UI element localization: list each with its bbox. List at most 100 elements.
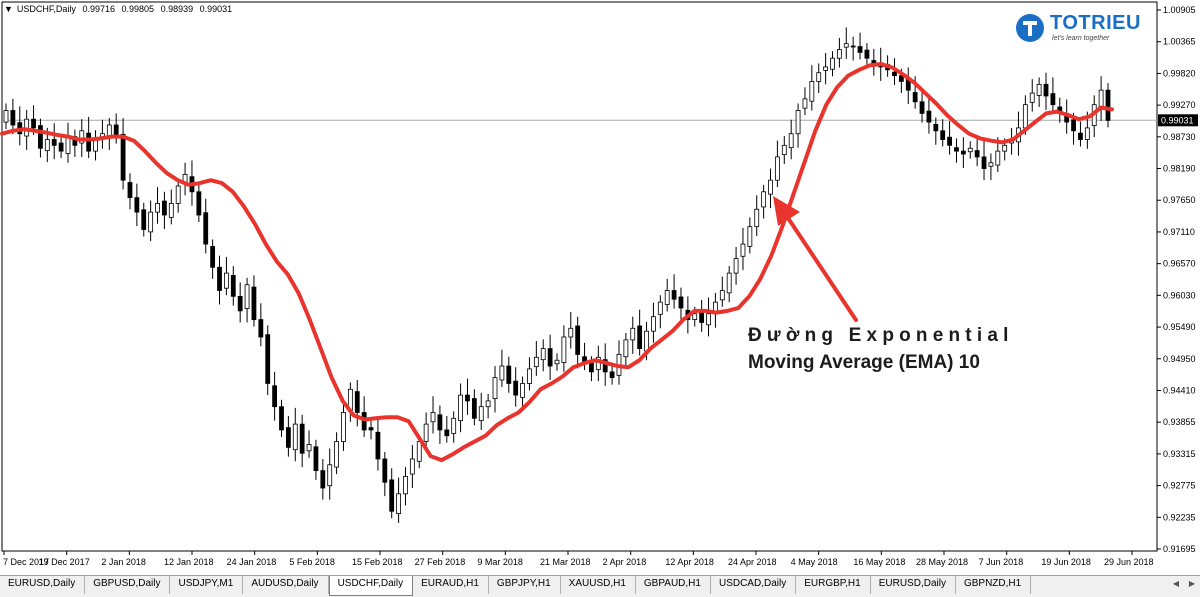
candle [967, 141, 973, 159]
candle-body [79, 130, 85, 144]
candle [196, 182, 202, 222]
candle-body [850, 45, 856, 48]
candle [733, 246, 739, 285]
logo-badge-icon [1016, 14, 1044, 42]
candle [871, 48, 877, 76]
candle [458, 383, 463, 433]
candle [947, 120, 952, 155]
chart-tab[interactable]: USDJPY,M1 [170, 576, 244, 594]
candle-body [575, 325, 581, 355]
candle [134, 183, 140, 227]
candle [864, 43, 870, 68]
scroll-left-icon[interactable]: ◀ [1172, 579, 1180, 588]
scroll-right-icon[interactable]: ▶ [1188, 579, 1196, 588]
candle [451, 411, 457, 443]
chart-tab[interactable]: GBPAUD,H1 [636, 576, 711, 594]
candle-body [444, 429, 450, 437]
candle-body [217, 266, 222, 291]
candle-body [754, 208, 760, 228]
symbol-label: USDCHF,Daily [16, 4, 76, 14]
candle-body [520, 383, 525, 398]
candle-body [354, 391, 360, 413]
arrow-shaft [786, 216, 858, 322]
chart-tab[interactable]: XAUUSD,H1 [561, 576, 636, 594]
candle [795, 103, 801, 148]
price-chart[interactable]: 1.00905 1.00365 0.99820 0.99270 0.98730 0.981… [0, 0, 1200, 576]
candle-body [313, 446, 319, 471]
chart-tab[interactable]: AUDUSD,Daily [243, 576, 329, 594]
candle [513, 367, 519, 407]
candle-body [513, 380, 519, 396]
candle [892, 58, 897, 85]
candle-body [327, 464, 333, 487]
candle-body [382, 458, 388, 483]
date-tick-label: 24 Apr 2018 [728, 557, 777, 567]
candle-body [857, 46, 863, 53]
candle-body [155, 203, 160, 213]
chart-tab[interactable]: USDCHF,Daily [328, 576, 414, 596]
price-tick-label: 0.91695 [1163, 544, 1196, 554]
chart-tab[interactable]: EURUSD,Daily [0, 576, 86, 594]
candle-body [203, 212, 209, 245]
candle [554, 353, 560, 371]
candle [320, 458, 326, 500]
logo-tagline: let's learn together [1052, 35, 1110, 42]
totrieu-logo: TOTRIEU let's learn together [1014, 8, 1154, 48]
candle-body [995, 150, 1001, 166]
candle-body [974, 150, 980, 158]
chart-area[interactable]: 1.00905 1.00365 0.99820 0.99270 0.98730 0.981… [0, 0, 1200, 576]
chart-tab[interactable]: EURGBP,H1 [796, 576, 871, 594]
candle-body [93, 139, 98, 152]
candle-body [44, 139, 50, 151]
candle [533, 341, 539, 376]
candle [836, 37, 842, 68]
chart-tab[interactable]: USDCAD,Daily [711, 576, 797, 594]
date-tick-label: 2 Jan 2018 [101, 557, 146, 567]
high-value: 0.99805 [121, 4, 155, 14]
candle [120, 118, 126, 190]
ema-annotation: Đường Exponential Moving Average (EMA) 1… [748, 322, 1014, 376]
candle-body [86, 132, 92, 152]
candle [747, 217, 753, 254]
candle-body [540, 348, 546, 361]
candle [175, 179, 181, 213]
candle-body [1071, 119, 1076, 132]
candle [306, 430, 312, 458]
chart-tab[interactable]: GBPUSD,Daily [85, 576, 171, 594]
candle-body [533, 356, 539, 368]
candle [561, 325, 567, 372]
candlestick-series [3, 27, 1111, 523]
chart-tab[interactable]: EURAUD,H1 [413, 576, 489, 594]
candle-body [892, 71, 897, 77]
chart-tab[interactable]: GBPNZD,H1 [956, 576, 1032, 594]
ema-series [0, 62, 1114, 463]
candle [823, 52, 829, 85]
candle-body [678, 296, 684, 309]
candle-body [781, 144, 787, 156]
candle-body [740, 243, 746, 257]
candle [768, 168, 773, 209]
candle [527, 357, 532, 391]
candle-body [568, 327, 574, 338]
price-tick-label: 0.96030 [1163, 290, 1196, 300]
candle [334, 432, 340, 475]
chart-tab[interactable]: GBPJPY,H1 [489, 576, 561, 594]
candle-body [251, 286, 257, 320]
candle [361, 396, 367, 437]
close-value: 0.99031 [199, 4, 233, 14]
candle [203, 198, 209, 254]
candle [230, 266, 236, 306]
candle-body [692, 313, 698, 320]
chart-tab[interactable]: EURUSD,Daily [871, 576, 956, 594]
price-tick-label: 0.93315 [1163, 449, 1196, 459]
candle-body [168, 203, 174, 218]
chart-frame [1, 1, 1158, 552]
price-tick-label: 0.97110 [1163, 227, 1195, 237]
dropdown-triangle-icon[interactable]: ▼ [4, 4, 13, 14]
candle [437, 405, 443, 444]
candle-body [230, 275, 236, 297]
candle-body [134, 197, 140, 213]
candle-body [148, 211, 154, 233]
candle-body [988, 162, 994, 167]
candle-body [65, 136, 71, 154]
